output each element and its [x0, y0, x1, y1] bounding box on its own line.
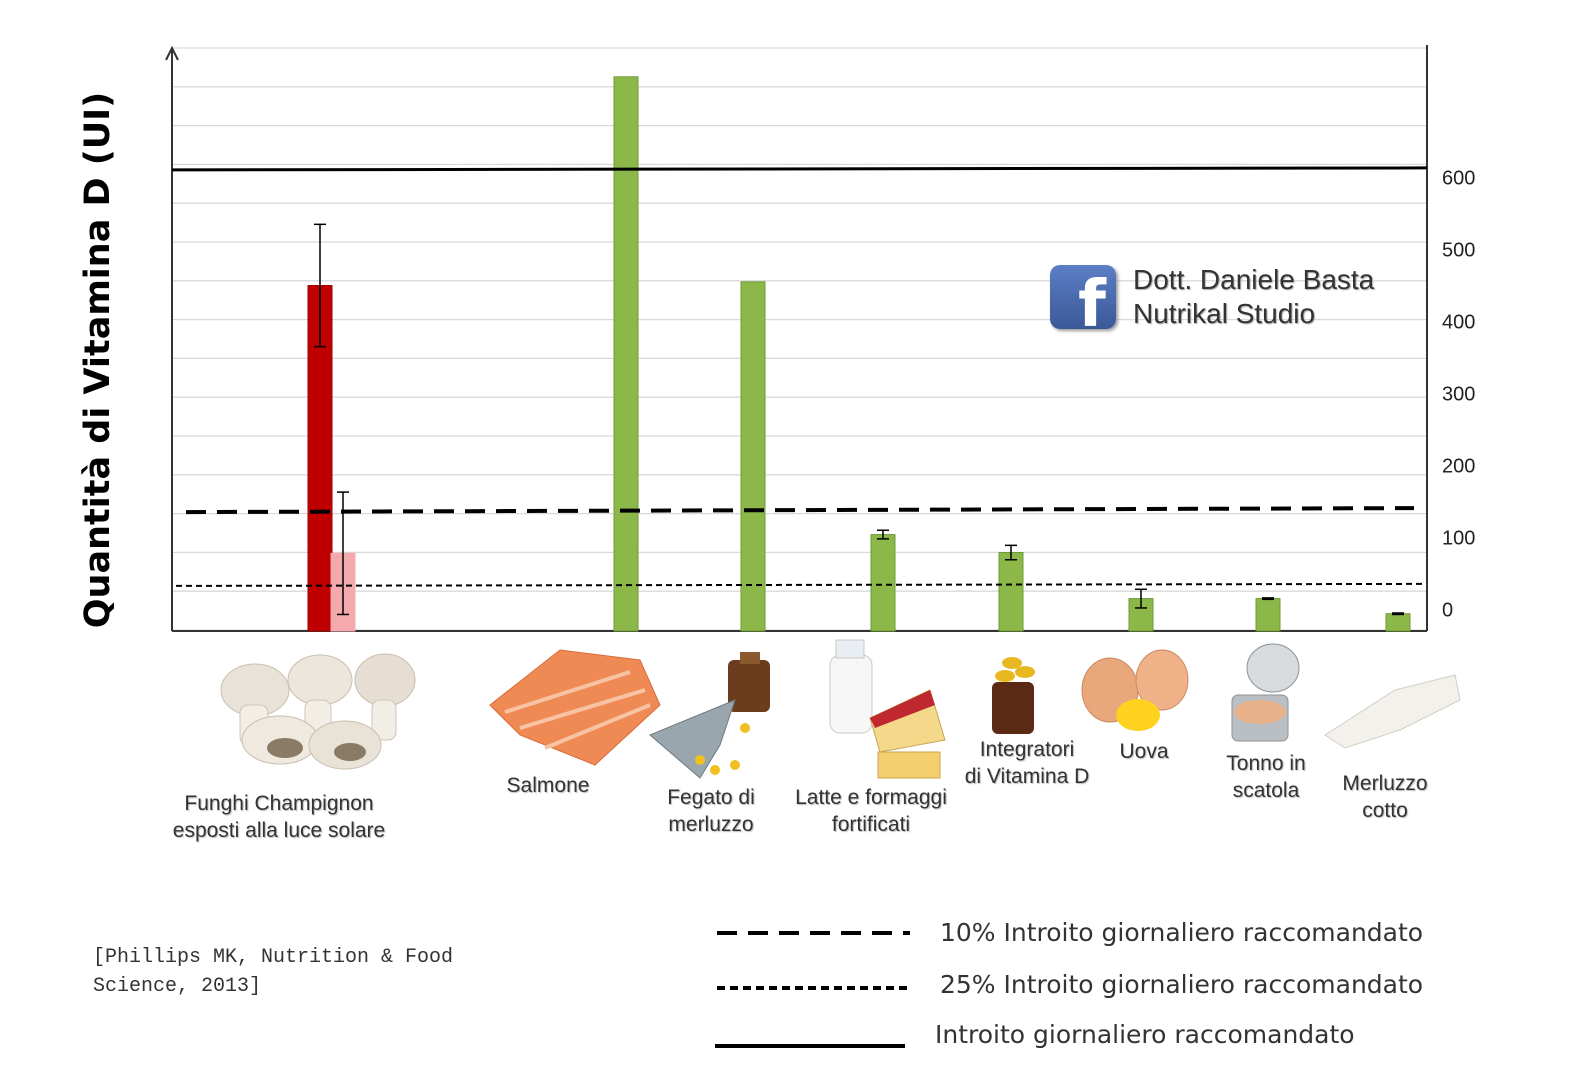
- reference-line-dotted: [175, 582, 1427, 587]
- y-tick-label: 300: [1442, 384, 1475, 406]
- bar-6: [998, 552, 1024, 632]
- reference-lines: [171, 166, 1428, 587]
- supplements-illustration: [992, 657, 1035, 734]
- cooked-cod-illustration: [1324, 674, 1461, 749]
- error-bar-1: [314, 223, 326, 348]
- error-bar-5: [877, 529, 889, 540]
- legend-swatch-dashed: [717, 931, 910, 935]
- legend-swatch-solid: [715, 1044, 905, 1048]
- bars: [307, 76, 1411, 632]
- food-label-tonno: Tonno in scatola: [1226, 752, 1306, 802]
- bar-4: [740, 281, 766, 632]
- citation: [Phillips MK, Nutrition & Food Science, …: [93, 943, 453, 1001]
- food-label-funghi: Funghi Champignon esposti alla luce sola…: [172, 792, 386, 842]
- y-tick-label: 100: [1442, 527, 1475, 549]
- y-tick-label: 0: [1442, 599, 1453, 621]
- facebook-icon: f: [1050, 265, 1116, 337]
- grid-lines: [172, 47, 1427, 631]
- citation-line-2: Science, 2013]: [93, 975, 262, 998]
- y-axis-arrow: [165, 45, 179, 61]
- brand-name: Dott. Daniele Basta: [1133, 264, 1375, 295]
- reference-line-dashed: [185, 506, 1415, 515]
- error-bar-9: [1392, 612, 1404, 616]
- salmon-illustration: [489, 649, 661, 766]
- y-tick-label: 400: [1442, 312, 1475, 334]
- reference-line-solid: [171, 166, 1428, 172]
- food-label-fegato: Fegato di merluzzo: [667, 786, 755, 836]
- citation-line-1: [Phillips MK, Nutrition & Food: [93, 946, 454, 969]
- y-tick-label: 200: [1442, 456, 1475, 478]
- mushroom-illustration: [220, 653, 416, 770]
- food-label-uova: Uova: [1119, 740, 1169, 763]
- food-label-integratori: Integratori di Vitamina D: [964, 738, 1090, 788]
- legend-label-solid: Introito giornaliero raccomandato: [935, 1020, 1355, 1049]
- legend-label-dashed: 10% Introito giornaliero raccomandato: [940, 918, 1424, 947]
- bar-3: [613, 76, 639, 632]
- milk-cheese-illustration: [829, 639, 946, 779]
- food-label-merluzzo: Merluzzo cotto: [1342, 772, 1428, 822]
- error-bar-6: [1005, 544, 1017, 561]
- bar-9: [1385, 613, 1411, 632]
- error-bar-8: [1262, 597, 1274, 601]
- cod-liver-oil-illustration: [649, 652, 770, 779]
- error-bar-7: [1135, 588, 1147, 609]
- y-axis-label: Quantità di Vitamina D (UI): [78, 91, 118, 629]
- bar-5: [870, 534, 896, 632]
- legend-label-dotted: 25% Introito giornaliero raccomandato: [940, 970, 1424, 999]
- bar-8: [1255, 598, 1281, 632]
- y-tick-label: 600: [1442, 168, 1475, 190]
- axes: [165, 45, 1428, 632]
- y-tick-label: 500: [1442, 240, 1475, 262]
- food-label-latte: Latte e formaggi fortificati: [795, 786, 947, 836]
- brand-block: Dott. Daniele Basta Nutrikal Studio: [1133, 263, 1374, 331]
- tuna-can-illustration: [1231, 643, 1300, 742]
- food-label-salmone: Salmone: [506, 774, 590, 797]
- eggs-illustration: [1081, 649, 1189, 731]
- legend-swatch-dotted: [717, 986, 910, 990]
- y-tick-labels: 0 100 200 300 400 500 600: [1442, 168, 1475, 622]
- brand-studio: Nutrikal Studio: [1133, 298, 1316, 329]
